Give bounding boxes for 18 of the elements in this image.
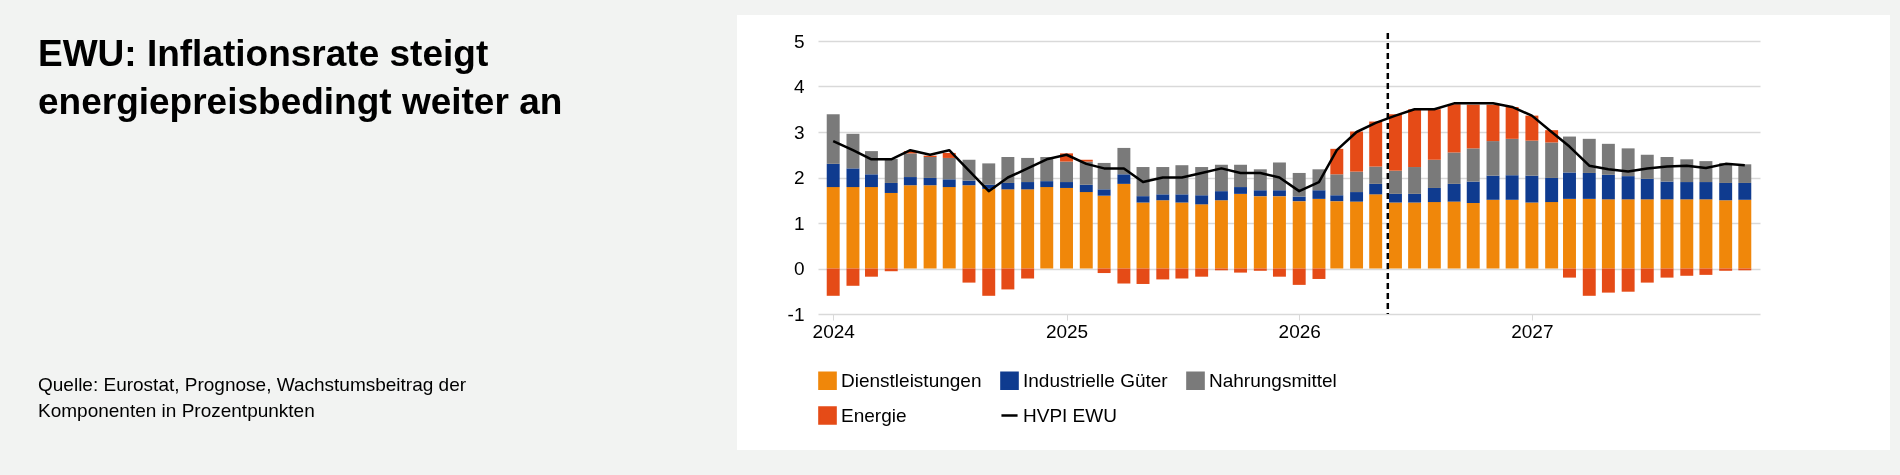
source-note: Quelle: Eurostat, Prognose, Wachstumsbeitrag der Komponenten in Prozentpunkten — [38, 373, 468, 423]
text: EWU: Inflationsrate steigt energiepreisbedingt weiter an — [38, 32, 564, 124]
x-tick-label: 2027 — [1511, 320, 1554, 342]
y-tick-label: 1 — [793, 212, 805, 234]
x-tick-label: 2026 — [1278, 320, 1321, 342]
legend-label: HVPI EWU — [1023, 404, 1117, 426]
x-tick-label: 2024 — [812, 320, 856, 342]
legend-label: Dienstleistungen — [841, 369, 982, 391]
y-tick-label: 0 — [793, 258, 805, 279]
y-tick-label: 5 — [793, 30, 805, 52]
x-tick-label: 2025 — [1045, 320, 1089, 342]
legend-label: Energie — [841, 404, 907, 426]
y-tick-label: 2 — [793, 167, 805, 188]
y-tick-label: 4 — [793, 76, 805, 97]
y-tick-label: 3 — [793, 121, 805, 143]
legend-label: Industrielle Güter — [1023, 369, 1169, 391]
legend-label: Nahrungsmittel — [1209, 369, 1337, 391]
y-tick-label: -1 — [787, 303, 805, 325]
